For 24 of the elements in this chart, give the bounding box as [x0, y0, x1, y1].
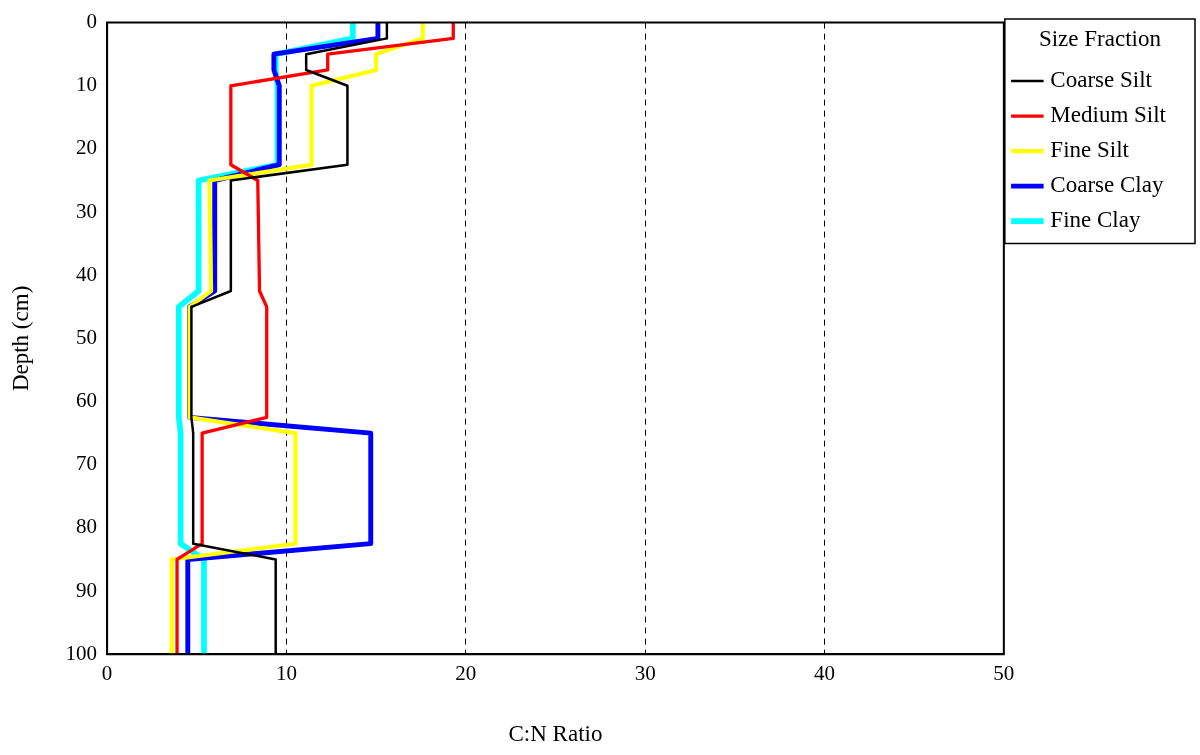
- x-tick-label: 20: [455, 661, 477, 686]
- legend-label: Fine Clay: [1050, 207, 1141, 233]
- y-tick-label: 50: [76, 324, 98, 349]
- legend-label: Fine Silt: [1050, 137, 1130, 163]
- y-tick-label: 60: [76, 388, 98, 413]
- x-tick-label: 40: [814, 661, 835, 686]
- y-tick-label: 80: [76, 514, 98, 539]
- y-tick-label: 10: [76, 72, 98, 97]
- x-axis-title: C:N Ratio: [508, 721, 603, 747]
- legend-label: Coarse Clay: [1050, 172, 1164, 198]
- x-tick-label: 50: [993, 661, 1015, 686]
- x-tick-label: 10: [275, 661, 297, 686]
- y-tick-label: 40: [76, 261, 98, 286]
- x-tick-label: 30: [634, 661, 656, 686]
- y-tick-label: 90: [76, 577, 98, 602]
- y-tick-label: 100: [65, 640, 98, 665]
- legend-title: Size Fraction: [1038, 25, 1162, 51]
- legend-label: Medium Silt: [1050, 102, 1167, 128]
- y-tick-label: 30: [76, 198, 98, 223]
- y-tick-label: 0: [86, 9, 98, 34]
- legend-label: Coarse Silt: [1050, 67, 1153, 93]
- y-axis-title: Depth (cm): [7, 285, 33, 392]
- y-tick-label: 20: [76, 135, 98, 160]
- y-tick-label: 70: [76, 451, 98, 476]
